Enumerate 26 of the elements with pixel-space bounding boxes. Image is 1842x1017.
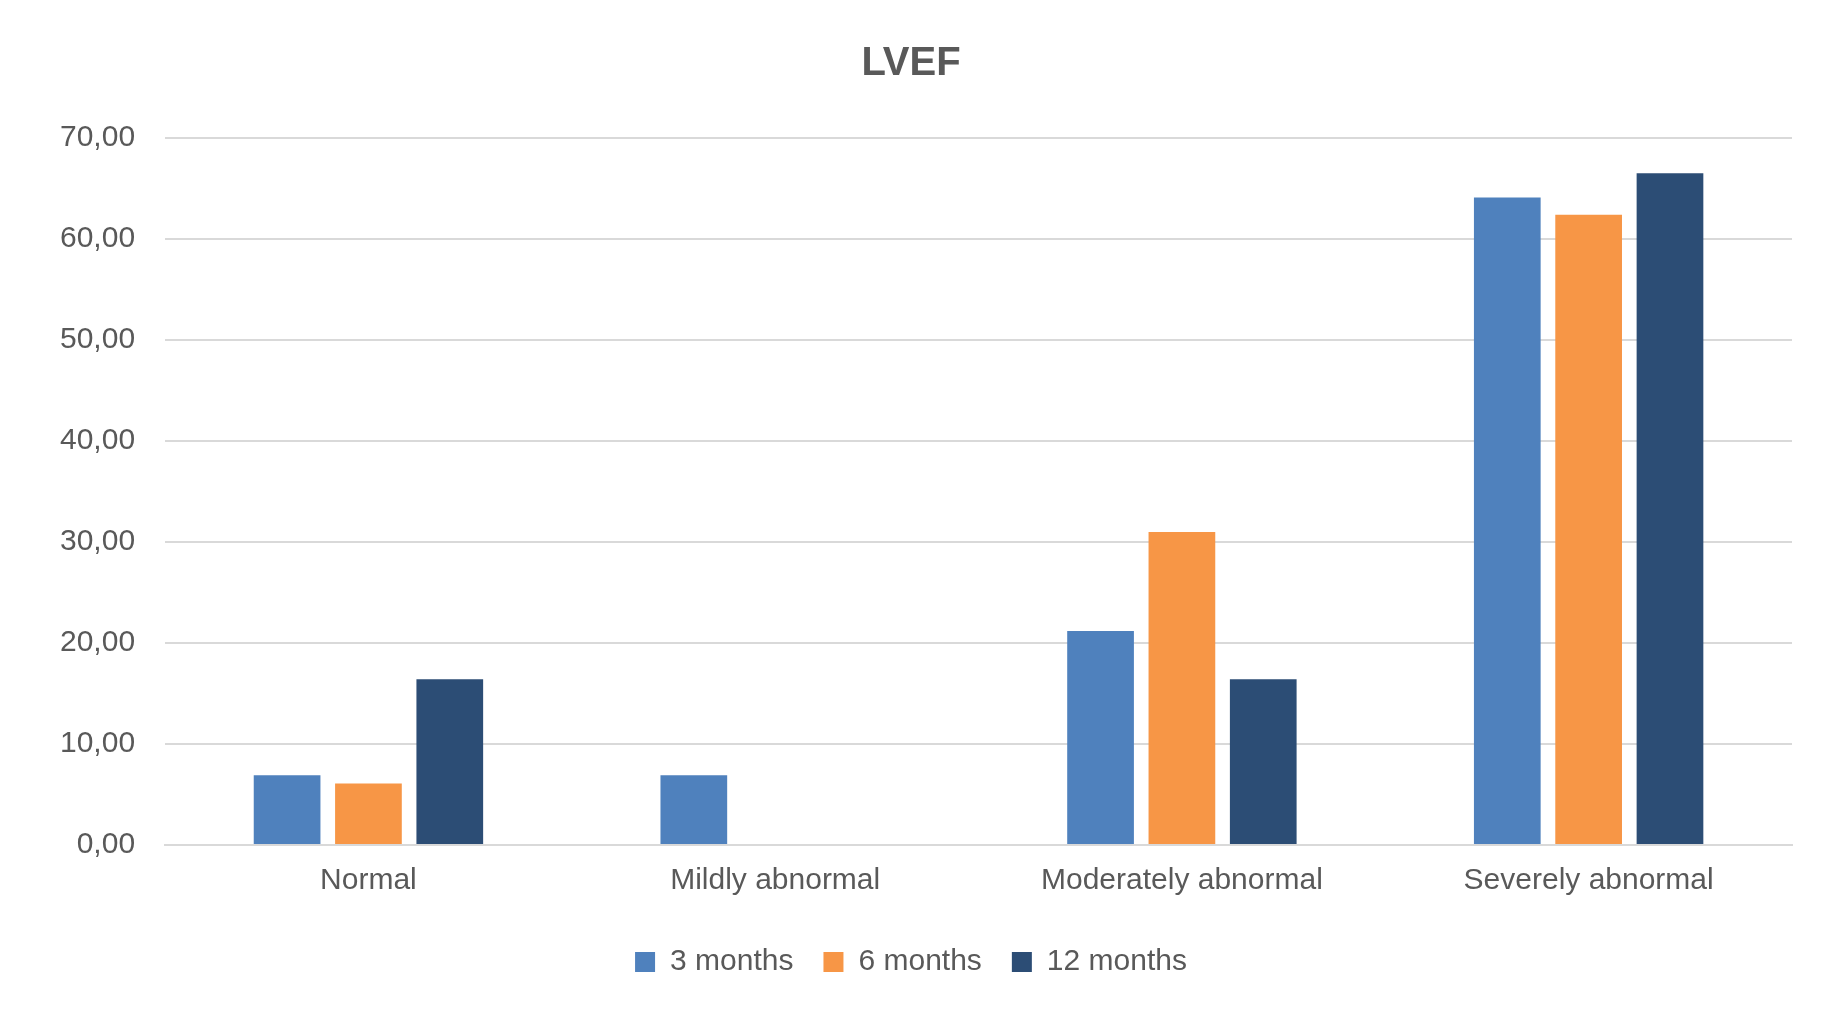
y-tick-label: 20,00 [60,624,136,658]
legend-label: 3 months [670,943,794,977]
x-tick-label: Severely abnormal [1463,862,1714,896]
bar [660,775,728,844]
bar [1067,630,1134,844]
bar [1636,173,1704,844]
y-tick-label: 10,00 [60,725,136,759]
bar [1148,531,1216,844]
x-tick-label: Normal [320,862,417,896]
bar [1473,197,1541,844]
y-tick-label: 30,00 [60,523,136,557]
y-tick-label: 50,00 [60,321,136,355]
y-tick-label: 60,00 [60,220,136,254]
y-tick-label: 40,00 [60,422,136,456]
bar [253,775,321,844]
bar [1229,679,1297,844]
bar [335,783,402,844]
legend-label: 6 months [858,943,982,977]
y-tick-label: 70,00 [60,119,136,153]
chart-title: LVEF [861,39,961,84]
bar [416,679,484,844]
x-tick-label: Moderately abnormal [1041,862,1323,896]
legend-label: 12 months [1046,943,1187,977]
bar [1555,214,1622,844]
y-tick-label: 0,00 [76,826,136,860]
x-tick-label: Mildly abnormal [670,862,881,896]
